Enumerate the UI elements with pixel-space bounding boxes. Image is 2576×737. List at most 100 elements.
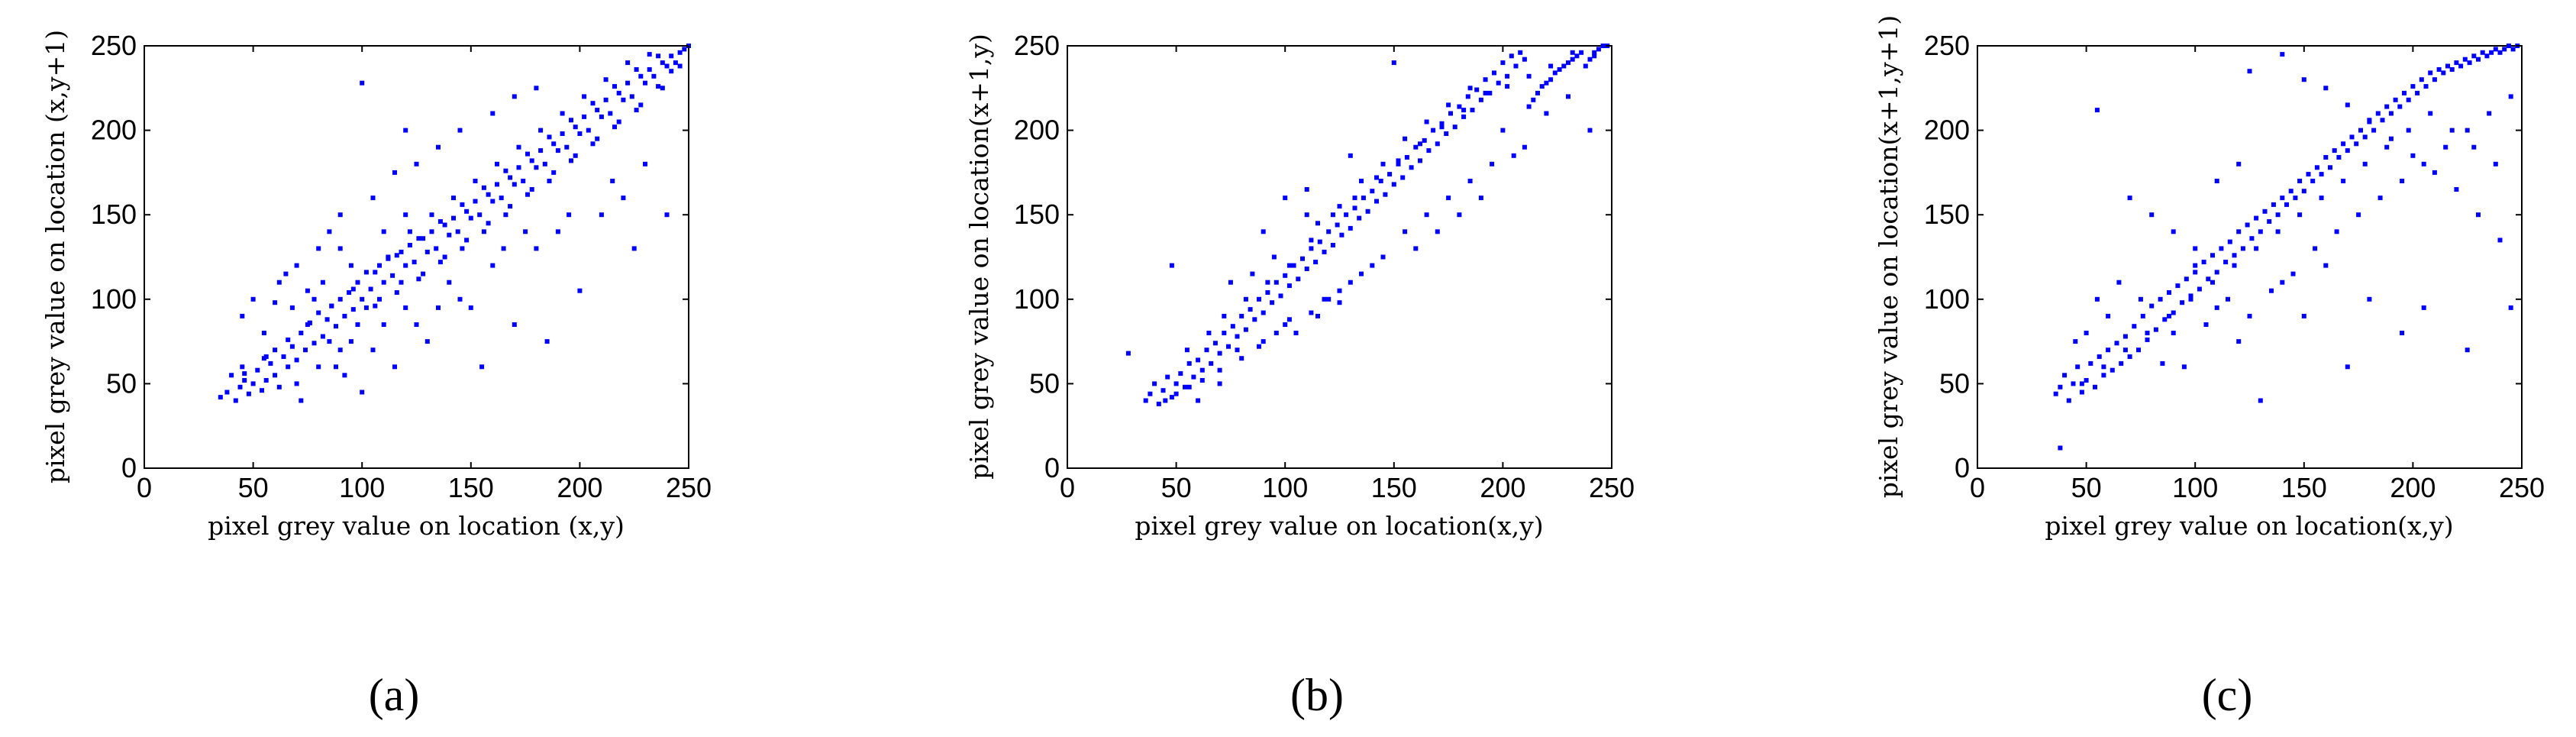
data-point-c — [2419, 77, 2424, 82]
data-point-c — [2454, 187, 2459, 192]
data-point-a — [377, 263, 382, 268]
data-point-b — [1286, 263, 1292, 268]
data-point-a — [242, 371, 247, 377]
data-point-b — [1570, 57, 1575, 62]
data-point-c — [2301, 77, 2306, 82]
x-tick-label-a: 50 — [238, 472, 269, 503]
data-point-a — [334, 364, 338, 370]
data-point-c — [2149, 303, 2155, 309]
data-point-b — [1544, 80, 1549, 86]
data-point-b — [1326, 296, 1332, 302]
data-point-b — [1261, 229, 1266, 234]
data-point-c — [2160, 360, 2165, 366]
data-point-a — [424, 339, 430, 344]
data-point-a — [276, 384, 282, 390]
data-point-c — [2236, 339, 2242, 344]
data-point-c — [2432, 170, 2437, 175]
data-point-b — [1212, 341, 1218, 346]
data-point-b — [1505, 73, 1510, 79]
data-point-a — [289, 305, 295, 310]
x-tick-label-b: 200 — [1480, 472, 1525, 503]
data-point-c — [2393, 97, 2398, 102]
data-point-b — [1315, 313, 1320, 318]
data-point-a — [567, 212, 572, 218]
data-point-a — [355, 280, 360, 285]
data-point-a — [677, 50, 683, 55]
data-point-b — [1361, 196, 1366, 201]
data-point-a — [273, 300, 278, 305]
data-point-a — [608, 111, 613, 116]
y-axis-label-b: pixel grey value on location(x+1,y) — [964, 34, 994, 480]
y-tick-label-a: 200 — [91, 115, 137, 146]
data-point-b — [1359, 271, 1364, 276]
data-point-b — [1424, 212, 1429, 218]
data-point-b — [1204, 347, 1209, 353]
data-point-b — [1337, 204, 1342, 209]
data-point-c — [2114, 341, 2119, 346]
data-point-a — [512, 94, 517, 99]
data-point-c — [2193, 263, 2198, 268]
data-point-b — [1357, 215, 1362, 221]
data-point-c — [2310, 179, 2316, 183]
data-point-a — [551, 170, 557, 175]
data-point-c — [2136, 347, 2141, 353]
y-tick-label-b: 100 — [1014, 283, 1060, 315]
data-point-a — [638, 73, 644, 79]
data-point-c — [2297, 179, 2303, 183]
data-point-c — [2280, 280, 2285, 285]
data-point-a — [521, 179, 526, 183]
data-point-a — [320, 280, 325, 285]
data-point-a — [348, 263, 353, 268]
data-point-b — [1156, 401, 1161, 406]
data-point-c — [2328, 165, 2332, 170]
data-point-a — [651, 73, 657, 79]
data-point-c — [2214, 179, 2219, 183]
data-point-c — [2254, 215, 2259, 221]
data-point-c — [2502, 47, 2507, 52]
data-point-a — [477, 212, 483, 218]
data-point-a — [381, 280, 386, 285]
data-point-c — [2388, 111, 2394, 116]
data-point-b — [1250, 271, 1255, 276]
data-point-a — [286, 337, 291, 342]
data-point-c — [2110, 367, 2115, 373]
data-point-a — [538, 128, 544, 133]
data-point-c — [2145, 337, 2150, 342]
data-point-c — [2206, 276, 2211, 282]
data-point-b — [1467, 179, 1473, 183]
data-point-a — [229, 373, 234, 378]
data-point-a — [669, 53, 674, 59]
data-point-b — [1230, 324, 1235, 329]
data-point-a — [503, 168, 508, 173]
data-point-a — [260, 388, 264, 393]
data-point-a — [629, 94, 634, 99]
y-tick-label-a: 100 — [91, 283, 137, 315]
y-tick-label-a: 0 — [121, 452, 137, 483]
data-point-a — [564, 144, 570, 150]
x-tick-label-c: 50 — [2071, 472, 2102, 503]
data-point-b — [1337, 300, 1342, 305]
data-point-b — [1396, 161, 1401, 166]
x-tick-label-a: 250 — [666, 472, 712, 503]
data-point-c — [2214, 270, 2219, 275]
data-point-a — [316, 246, 321, 251]
data-point-b — [1383, 192, 1388, 197]
x-tick-label-c: 200 — [2390, 472, 2436, 503]
data-point-b — [1337, 288, 1342, 293]
data-point-a — [316, 310, 321, 315]
data-point-a — [294, 381, 299, 386]
data-point-a — [263, 378, 269, 383]
y-tick-label-b: 150 — [1014, 199, 1060, 230]
data-point-c — [2402, 90, 2407, 95]
data-point-c — [2079, 381, 2084, 386]
scatter-panel-a: 0 50 100 150 200 250 0 50 100 150 200 250 pixel gr… — [40, 30, 712, 720]
x-axis-ticks-b: 0 50 100 150 200 250 — [1060, 46, 1635, 503]
x-axis-ticks-c: 0 50 100 150 200 250 — [1970, 46, 2545, 503]
data-point-c — [2271, 202, 2276, 207]
data-point-c — [2323, 86, 2329, 91]
data-point-a — [490, 111, 496, 116]
data-point-c — [2323, 155, 2329, 160]
data-point-c — [2301, 313, 2306, 318]
data-point-b — [1592, 50, 1597, 55]
data-point-a — [370, 196, 376, 201]
